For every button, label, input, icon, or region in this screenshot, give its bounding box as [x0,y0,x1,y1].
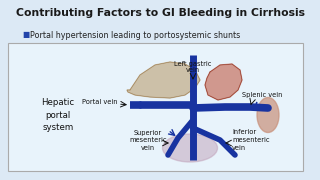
Text: ■: ■ [22,30,29,39]
Polygon shape [205,64,242,100]
FancyBboxPatch shape [8,43,303,171]
Polygon shape [127,62,200,98]
Text: Superior
mesenteric
vein: Superior mesenteric vein [129,129,167,150]
Text: vein: vein [186,67,200,73]
Text: Inferior
mesenteric
vein: Inferior mesenteric vein [232,129,269,150]
Text: Contributing Factors to GI Bleeding in Cirrhosis: Contributing Factors to GI Bleeding in C… [15,8,305,18]
Text: Hepatic
portal
system: Hepatic portal system [41,98,75,132]
Text: Left gastric: Left gastric [174,61,212,67]
Text: Splenic vein: Splenic vein [242,92,282,98]
Ellipse shape [163,134,218,162]
Text: Portal hypertension leading to portosystemic shunts: Portal hypertension leading to portosyst… [30,30,240,39]
Text: Portal vein: Portal vein [82,99,117,105]
Ellipse shape [257,98,279,132]
